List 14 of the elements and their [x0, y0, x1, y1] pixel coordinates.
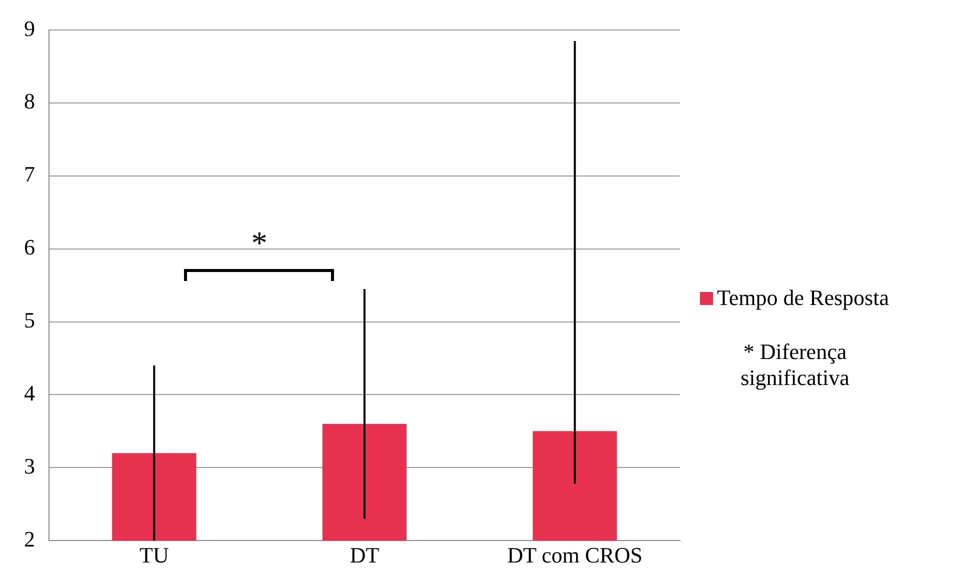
y-tick-label: 4 — [24, 380, 35, 406]
y-tick-label: 8 — [24, 88, 35, 114]
y-tick-label: 6 — [24, 234, 35, 260]
x-tick-label: DT com CROS — [507, 542, 642, 568]
legend-label: Tempo de Resposta — [717, 285, 889, 311]
annotation: * — [251, 224, 268, 260]
y-tick-label: 2 — [24, 526, 35, 552]
y-tick-label: 7 — [24, 162, 35, 187]
y-tick-label: 5 — [24, 308, 35, 333]
text: * Diferença significativa — [740, 339, 850, 391]
y-tick-label: 9 — [24, 16, 35, 41]
y-tick-label: 3 — [24, 453, 35, 478]
x-tick-label: DT — [350, 542, 380, 568]
x-tick-label: TU — [140, 542, 169, 568]
